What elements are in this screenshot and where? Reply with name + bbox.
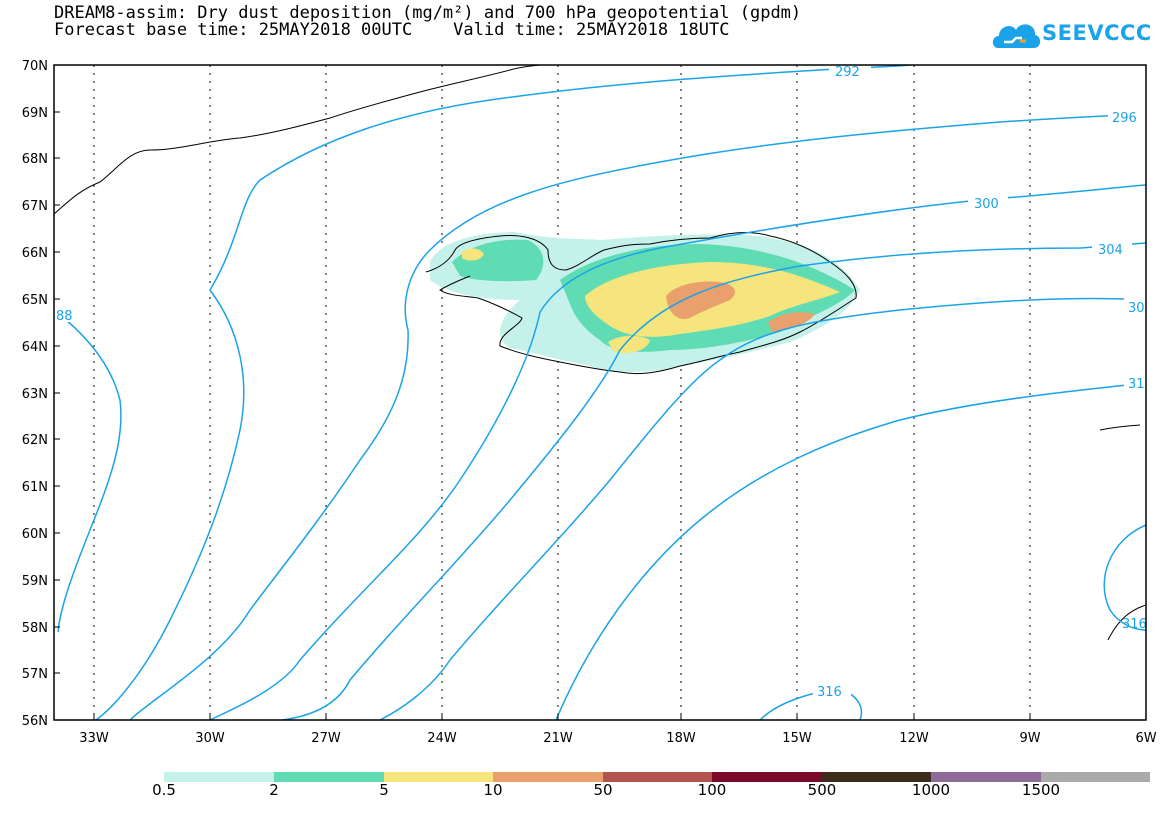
geopotential-contours: [54, 65, 1146, 720]
iceland-coastline: [425, 231, 857, 375]
colorbar-label: 5: [379, 781, 389, 799]
contour-288: [54, 309, 122, 633]
lat-label: 67N: [22, 199, 48, 214]
dust-level-10: [666, 281, 735, 320]
lon-label: 6W: [1135, 731, 1156, 746]
colorbar-label: 0.5: [152, 781, 176, 799]
seevccc-logo: SEEVCCC: [990, 14, 1151, 54]
map-title: DREAM8-assim: Dry dust deposition (mg/m²…: [54, 3, 802, 23]
axis-ticks: [54, 64, 1031, 720]
colorbar-swatch-0.5: [164, 772, 274, 782]
colorbar-swatch-1500: [1041, 772, 1150, 782]
dust-level-10-se: [768, 312, 815, 332]
colorbar-label: 10: [483, 781, 503, 799]
contour-label-316: 316: [817, 685, 842, 700]
longitude-labels: 33W 30W 27W 24W 21W 18W 15W 12W 9W 6W: [79, 731, 1156, 746]
scotland-coastline-2: [1107, 604, 1146, 641]
colorbar-swatch-1000: [931, 772, 1041, 782]
colorbar-swatch-2: [274, 772, 384, 782]
lon-label: 30W: [195, 731, 225, 746]
contour-label-288: 88: [56, 309, 73, 324]
lat-label: 70N: [22, 59, 48, 74]
contour-316-east: [1103, 524, 1146, 631]
contour-label-292: 292: [835, 65, 860, 80]
greenland-coastline: [54, 65, 541, 215]
lat-label: 63N: [22, 387, 48, 402]
lat-label: 58N: [22, 621, 48, 636]
colorbar-swatch-50: [603, 772, 712, 782]
lat-label: 57N: [22, 667, 48, 682]
colorbar: [164, 772, 1150, 782]
colorbar-swatch-10: [493, 772, 603, 782]
lon-label: 15W: [782, 731, 812, 746]
contour-label-312: 31: [1128, 377, 1145, 392]
lat-label: 65N: [22, 293, 48, 308]
dust-level-5-sw: [608, 335, 650, 354]
lon-label: 27W: [311, 731, 341, 746]
colorbar-label: 50: [593, 781, 613, 799]
lat-label: 61N: [22, 480, 48, 495]
lat-label: 66N: [22, 246, 48, 261]
lon-label: 12W: [899, 731, 929, 746]
map-subtitle: Forecast base time: 25MAY2018 00UTC Vali…: [54, 20, 730, 40]
contour-label-316-east: 316: [1122, 617, 1147, 632]
lat-label: 62N: [22, 433, 48, 448]
contour-296: [129, 113, 1146, 720]
colorbar-label: 100: [697, 781, 727, 799]
colorbar-label: 1000: [911, 781, 951, 799]
contour-label-308: 30: [1128, 301, 1145, 316]
lat-label: 69N: [22, 106, 48, 121]
lon-label: 24W: [427, 731, 457, 746]
latitude-labels: 70N 69N 68N 67N 66N 65N 64N 63N 62N 61N …: [22, 59, 48, 729]
lat-label: 59N: [22, 574, 48, 589]
scotland-coastline: [1099, 424, 1141, 431]
contour-labels: 292 296 300 304 30 31 316 316 88: [54, 65, 1147, 700]
contour-308: [379, 297, 1146, 720]
colorbar-swatch-500: [822, 772, 931, 782]
lon-label: 33W: [79, 731, 109, 746]
contour-label-300: 300: [974, 197, 999, 212]
contour-300: [209, 184, 1146, 720]
colorbar-swatch-5: [384, 772, 493, 782]
lat-label: 56N: [22, 714, 48, 729]
logo-text: SEEVCCC: [1042, 21, 1152, 45]
contour-label-304: 304: [1098, 243, 1123, 258]
longitude-gridlines: [93, 65, 1031, 720]
contour-312: [555, 382, 1146, 720]
cloud-icon: [992, 24, 1041, 48]
colorbar-swatch-100: [712, 772, 822, 782]
colorbar-label: 2: [269, 781, 279, 799]
coastlines: [54, 65, 1146, 641]
colorbar-label: 1500: [1021, 781, 1061, 799]
contour-292: [95, 65, 911, 720]
dust-level-5-nw: [462, 248, 484, 261]
map-frame: [53, 64, 1147, 721]
dust-deposition-field: [430, 232, 860, 372]
lat-label: 64N: [22, 340, 48, 355]
lon-label: 21W: [543, 731, 573, 746]
lon-label: 9W: [1019, 731, 1040, 746]
lon-label: 18W: [666, 731, 696, 746]
colorbar-label: 500: [807, 781, 837, 799]
contour-label-296: 296: [1112, 111, 1137, 126]
lat-label: 68N: [22, 152, 48, 167]
lat-label: 60N: [22, 527, 48, 542]
